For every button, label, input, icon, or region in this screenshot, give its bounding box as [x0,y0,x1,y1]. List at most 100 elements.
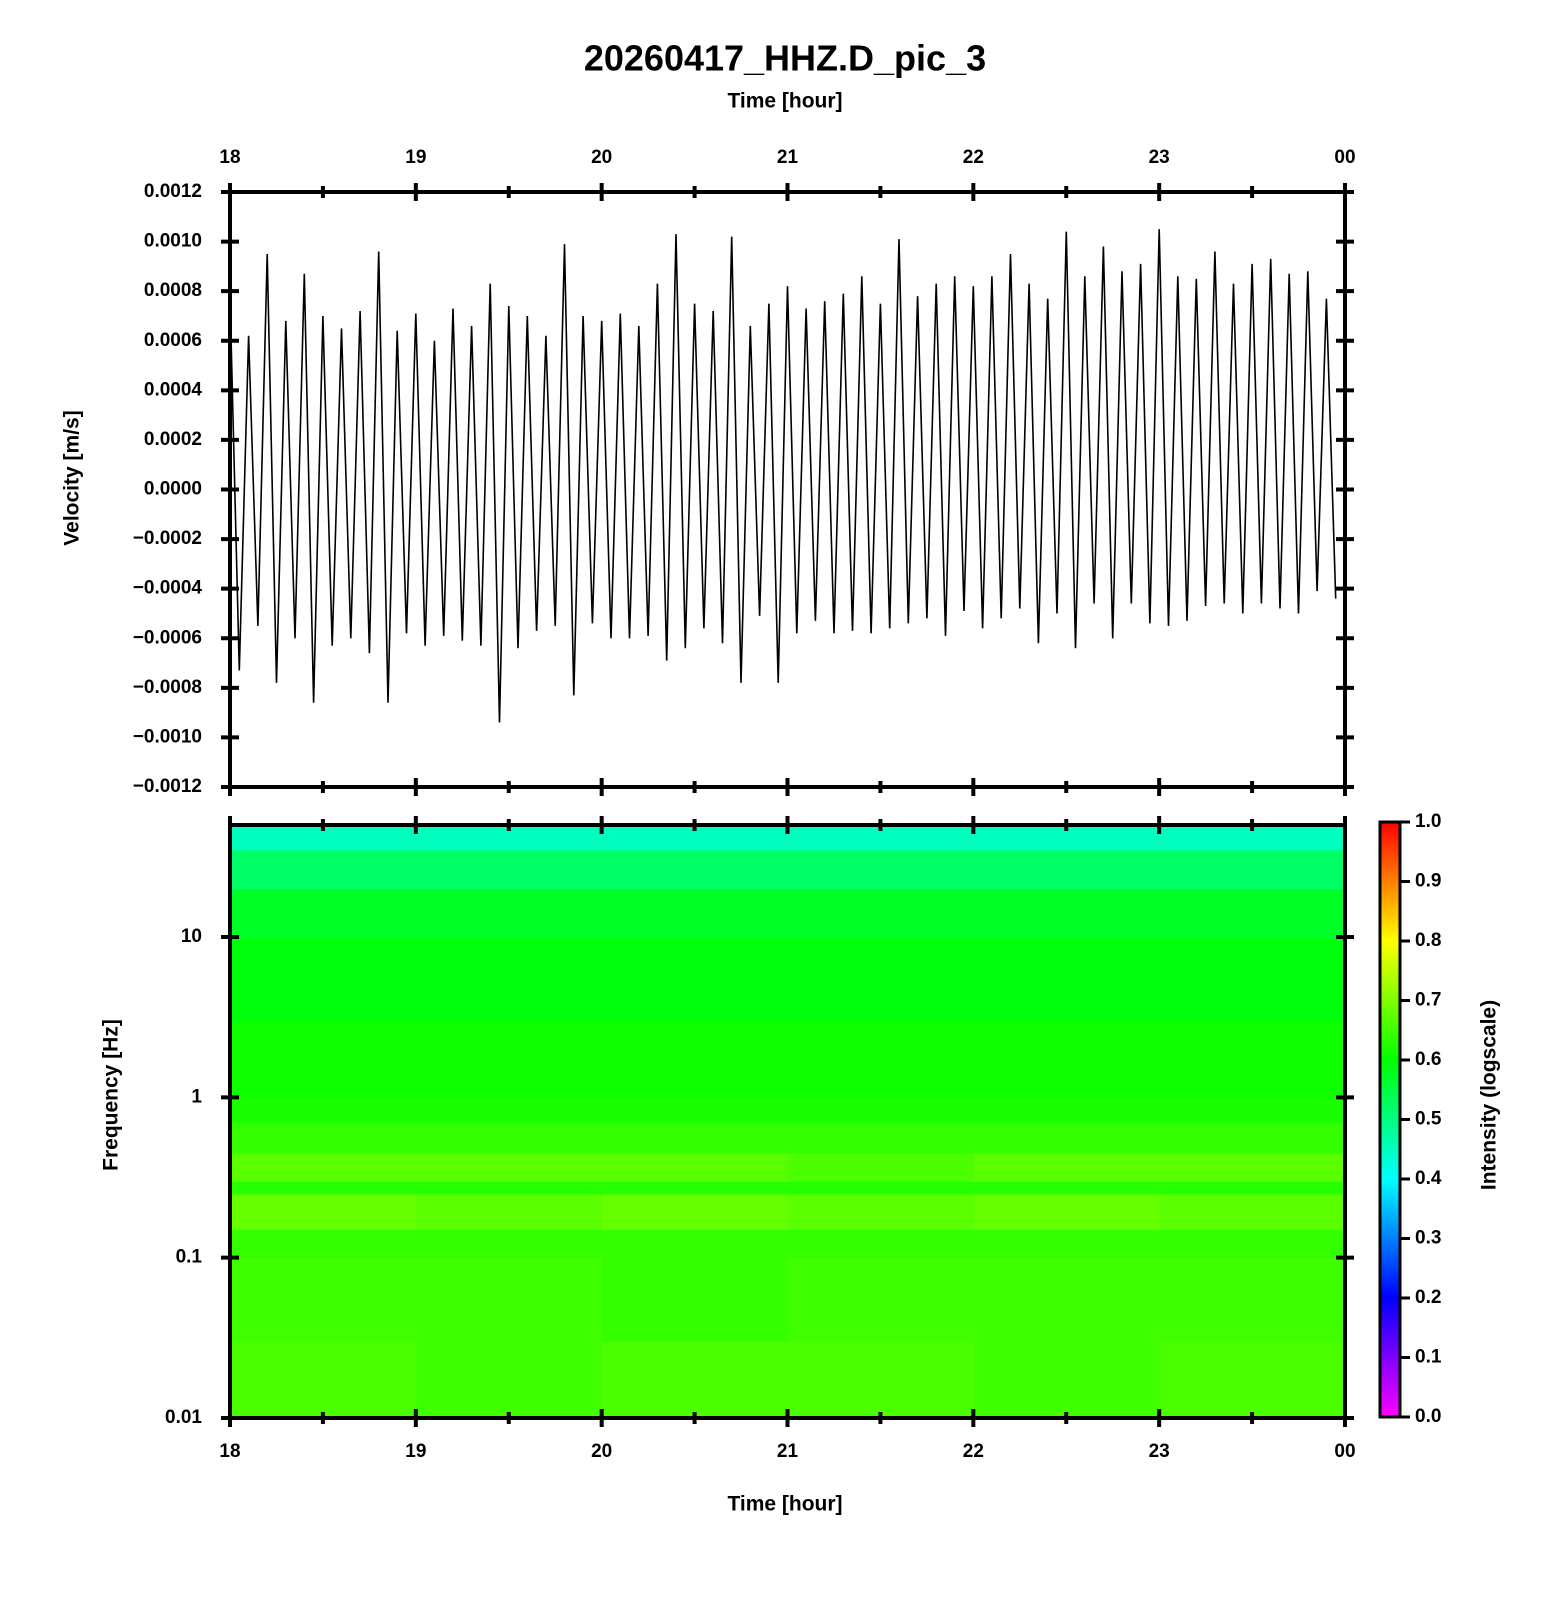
heat-cell [230,849,417,890]
y-tick-label: −0.0010 [133,726,202,747]
x-tick-label: 19 [405,1441,426,1462]
x-tick-label: 00 [1334,1441,1355,1462]
heat-cell [1159,1122,1346,1154]
heat-cell [787,1122,974,1154]
y-tick-label: 10 [181,926,202,947]
heat-cell [973,1181,1160,1195]
heat-cell [601,1193,788,1230]
heat-cell [1159,1257,1346,1343]
heat-cell [973,1193,1160,1230]
heat-cell [415,1341,603,1419]
colorbar-tick-label: 0.0 [1415,1406,1441,1427]
x-tick-label: 20 [591,1441,612,1462]
y-tick-label: 0.0004 [144,379,203,400]
colorbar-tick-label: 0.1 [1415,1347,1442,1368]
heat-cell [1159,1341,1346,1419]
heat-cell [230,1152,417,1182]
y-tick-label: 0.0006 [144,330,202,351]
heat-cell [973,1229,1160,1259]
heat-cell [1159,849,1346,890]
heat-cell [973,888,1160,938]
heat-cell [787,1152,974,1182]
x-tick-label: 23 [1149,1441,1170,1462]
heat-cell [230,1097,417,1123]
chart-title: 20260417_HHZ.D_pic_3 [584,38,986,79]
heat-cell [787,1020,974,1098]
heat-cell [230,937,417,1022]
colorbar-tick-label: 0.4 [1415,1168,1442,1189]
y-tick-label: −0.0006 [133,627,202,648]
waveform [229,229,1337,723]
colorbar-tick-label: 0.9 [1415,871,1441,892]
heat-cell [1159,888,1346,938]
y-tick-label: 0.0000 [144,479,202,500]
heat-cell [230,1341,417,1419]
heat-cell [973,937,1160,1022]
heat-cell [973,1122,1160,1154]
heat-cell [1159,1152,1346,1182]
heat-cell [973,1152,1160,1182]
heat-cell [973,1020,1160,1098]
heat-cell [601,1020,788,1098]
heat-cell [787,849,974,890]
colorbar-tick-label: 0.3 [1415,1228,1441,1249]
heat-cell [787,888,974,938]
heat-cell [415,1152,603,1182]
y-tick-label: 0.0012 [144,181,202,202]
heat-cell [230,1122,417,1154]
heat-cell [601,1229,788,1259]
x-tick-label: 23 [1149,147,1170,168]
heat-cell [415,1229,603,1259]
y-tick-label: 0.0008 [144,280,202,301]
colorbar-tick-label: 0.5 [1415,1109,1442,1130]
x-tick-label: 19 [405,147,426,168]
y-tick-label: 0.1 [176,1247,203,1268]
y-axis-label: Frequency [Hz] [100,1019,123,1171]
heat-cell [1159,1020,1346,1098]
heat-cell [787,1257,974,1343]
heat-cell [973,849,1160,890]
heat-cell [973,1257,1160,1343]
heat-cell [230,1193,417,1230]
heat-cell [973,1341,1160,1419]
heat-cell [787,1181,974,1195]
heat-cell [601,1341,788,1419]
heat-cell [1159,1229,1346,1259]
x-tick-label: 21 [777,147,799,168]
heat-cell [1159,1097,1346,1123]
heat-cell [601,1181,788,1195]
y-tick-label: −0.0008 [133,677,202,698]
colorbar-tick-label: 0.6 [1415,1049,1441,1070]
heat-cell [415,1181,603,1195]
heat-cell [787,1229,974,1259]
heat-cell [415,1193,603,1230]
heat-cell [601,1257,788,1343]
y-tick-label: −0.0004 [133,578,203,599]
colorbar-tick-label: 0.2 [1415,1287,1441,1308]
x-tick-label: 21 [777,1441,799,1462]
heat-cell [601,1122,788,1154]
heat-cell [787,937,974,1022]
colorbar-tick-label: 0.8 [1415,930,1441,951]
heat-cell [601,1152,788,1182]
heat-cell [415,1257,603,1343]
heat-cell [601,937,788,1022]
heat-cell [973,1097,1160,1123]
x-tick-label: 22 [963,147,984,168]
colorbar-tick-label: 1.0 [1415,811,1441,832]
colorbar-label: Intensity (logscale) [1478,1000,1501,1190]
heat-cell [415,888,603,938]
heat-cell [1159,937,1346,1022]
heat-cell [601,849,788,890]
x-tick-label: 00 [1334,147,1355,168]
heat-cell [230,1229,417,1259]
heat-cell [230,1181,417,1195]
heat-cell [1159,1181,1346,1195]
heat-cell [415,1122,603,1154]
heat-cell [787,1193,974,1230]
heat-cell [1159,1193,1346,1230]
heat-cell [230,1257,417,1343]
y-tick-label: 1 [191,1086,202,1107]
x-tick-label: 20 [591,147,612,168]
